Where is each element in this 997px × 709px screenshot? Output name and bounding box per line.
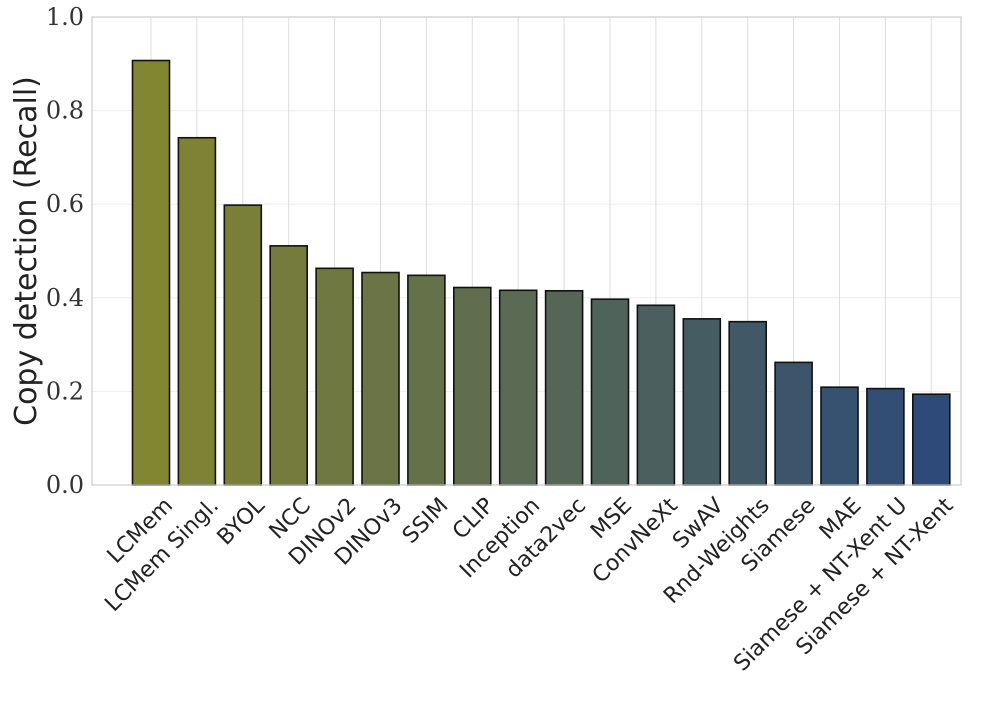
y-tick-label: 0.6 — [46, 190, 84, 218]
y-tick-label: 0.8 — [46, 97, 84, 125]
bar-ncc — [269, 245, 309, 486]
x-tick-label: BYOL — [213, 493, 271, 551]
bar-mae — [820, 386, 859, 486]
bar-inception — [498, 289, 538, 486]
bar-data2vec — [544, 289, 584, 486]
y-tick-label: 0.0 — [46, 471, 84, 499]
bar-lcmem-singl — [177, 136, 217, 486]
bar-lcmem — [131, 59, 171, 486]
bar-rnd-weights — [728, 320, 768, 486]
y-tick-label: 1.0 — [46, 3, 84, 31]
y-axis-title: Copy detection (Recall) — [9, 76, 44, 426]
bar-siamese-nt-xent-u — [866, 387, 905, 486]
bar-dinov3 — [361, 271, 400, 486]
bar-ssim — [407, 274, 446, 486]
y-tick-label: 0.2 — [46, 377, 84, 405]
bar-mse — [590, 298, 630, 486]
bar-convnext — [636, 304, 676, 486]
bar-clip — [452, 286, 492, 486]
y-tick-labels: 0.0 0.2 0.4 0.6 0.8 1.0 — [46, 3, 84, 499]
y-tick-label: 0.4 — [46, 284, 84, 312]
bar-siamese-nt-xent — [911, 393, 951, 486]
bars — [131, 59, 951, 486]
bar-siamese — [774, 361, 813, 486]
bar-byol — [223, 204, 263, 486]
bar-swav — [682, 318, 722, 486]
x-tick-label: SSIM — [398, 493, 453, 548]
bar-dinov2 — [315, 267, 354, 486]
plot-frame — [91, 16, 962, 486]
